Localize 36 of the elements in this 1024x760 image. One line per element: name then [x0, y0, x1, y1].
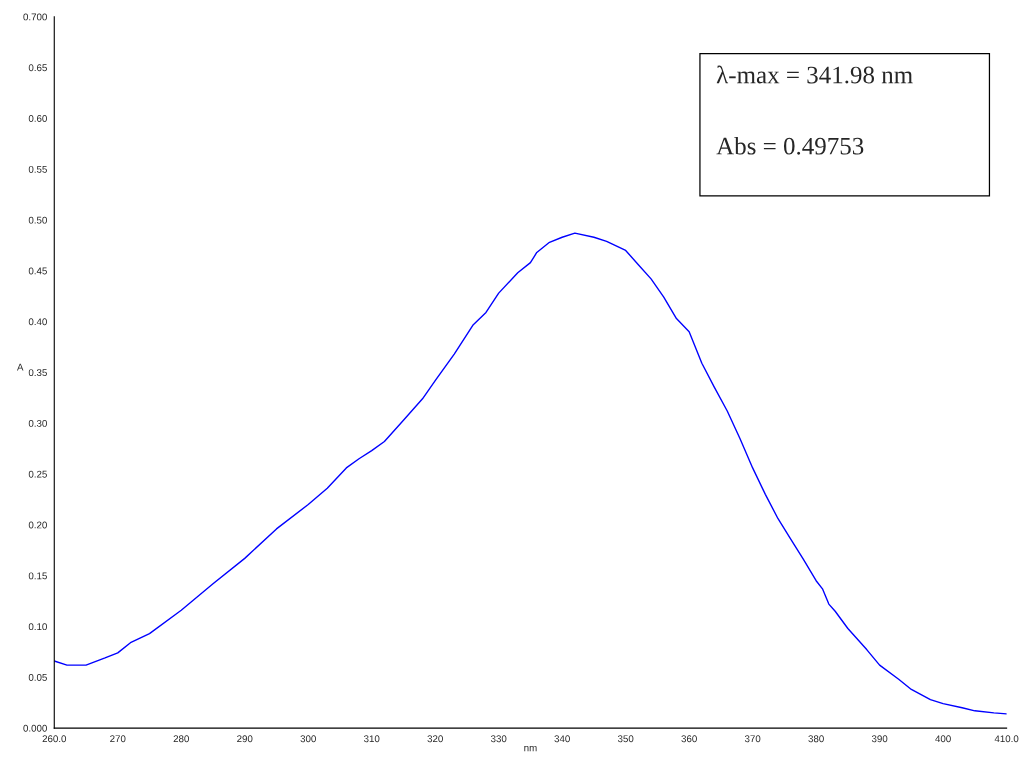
y-tick-label: 0.55	[28, 165, 47, 173]
y-tick-label: 0.45	[28, 267, 47, 275]
annotation: Abs = 0.49753	[716, 136, 864, 155]
x-tick-label: 310	[363, 735, 380, 743]
y-tick-label: 0.10	[28, 623, 47, 631]
x-tick-label: 300	[300, 735, 316, 743]
y-axis-title: A	[17, 363, 24, 371]
x-tick-label: 350	[617, 735, 634, 743]
x-tick-label: 400	[935, 735, 951, 743]
x-tick-label: 360	[681, 735, 697, 743]
y-tick-label: 0.15	[28, 572, 47, 580]
x-tick-label: 370	[744, 735, 761, 743]
annotation: λ-max = 341.98 nm	[716, 65, 913, 84]
x-tick-label: 270	[110, 735, 126, 743]
y-tick-label: 0.30	[28, 419, 47, 427]
y-tick-label: 0.50	[28, 216, 47, 224]
y-tick-label: 0.05	[28, 674, 47, 681]
x-tick-label: 330	[490, 735, 507, 743]
y-tick-label: 0.000	[23, 724, 47, 732]
x-tick-label: 390	[871, 735, 888, 743]
x-tick-label: 320	[427, 735, 443, 743]
y-tick-label: 0.65	[28, 64, 47, 72]
y-tick-label: 0.25	[28, 470, 47, 478]
x-tick-label: 290	[237, 735, 253, 743]
y-tick-label: 0.20	[28, 521, 47, 529]
x-tick-label: 340	[554, 735, 570, 743]
line-series	[54, 232, 1007, 715]
y-tick-label: 0.60	[28, 115, 47, 122]
y-tick-label: 0.700	[23, 13, 47, 21]
x-tick-label: 260.0	[42, 735, 67, 743]
x-tick-label: 280	[173, 735, 189, 743]
y-tick-label: 0.40	[28, 318, 47, 326]
x-tick-label: 380	[808, 735, 824, 743]
y-tick-label: 0.35	[28, 369, 47, 377]
x-tick-label: 410.0	[994, 735, 1019, 743]
x-axis-title: nm	[524, 745, 537, 752]
